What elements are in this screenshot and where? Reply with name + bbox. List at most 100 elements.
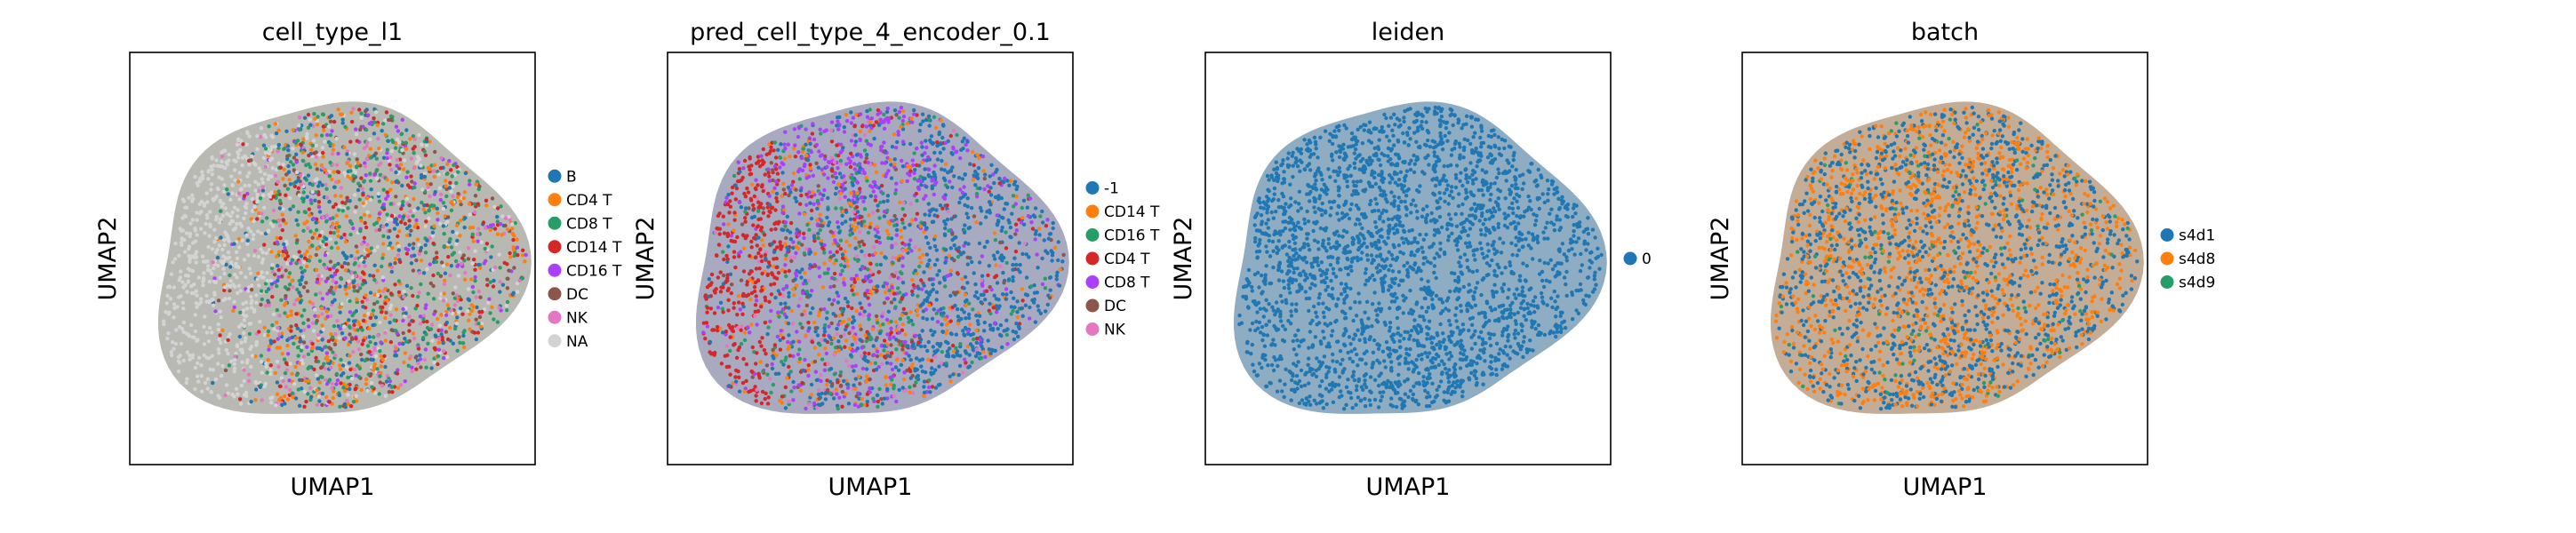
data-point	[280, 402, 284, 408]
data-point	[280, 352, 284, 356]
data-point	[793, 277, 797, 282]
data-point	[302, 308, 307, 313]
data-point	[392, 318, 396, 322]
data-point	[188, 322, 194, 328]
data-point	[369, 246, 373, 251]
data-point	[1022, 242, 1028, 246]
data-point	[777, 314, 781, 319]
data-point	[787, 333, 791, 338]
data-point	[340, 330, 345, 336]
data-point	[801, 231, 806, 236]
data-point	[872, 353, 876, 357]
data-point	[377, 211, 382, 216]
data-point	[880, 362, 884, 366]
data-point	[412, 225, 417, 229]
data-point	[294, 170, 300, 175]
data-point	[965, 148, 970, 153]
data-point	[306, 173, 311, 178]
data-point	[899, 228, 903, 233]
data-point	[180, 216, 185, 220]
data-point	[838, 162, 843, 166]
data-point	[304, 134, 309, 139]
data-point	[898, 316, 902, 322]
data-point	[340, 265, 345, 269]
data-point	[260, 188, 266, 193]
data-point	[796, 150, 801, 155]
data-point	[495, 206, 500, 211]
data-point	[317, 234, 323, 238]
data-point	[892, 297, 897, 302]
data-point	[829, 139, 835, 144]
data-point	[822, 368, 828, 372]
data-point	[900, 322, 905, 327]
data-point	[1004, 246, 1009, 251]
data-point	[1037, 233, 1042, 237]
data-point	[507, 268, 511, 273]
data-point	[169, 350, 173, 354]
data-point	[456, 170, 460, 174]
data-point	[854, 308, 859, 314]
data-point	[452, 296, 458, 300]
data-point	[405, 248, 411, 252]
data-point	[855, 346, 860, 351]
data-point	[896, 130, 900, 134]
data-point	[1006, 218, 1011, 223]
data-point	[934, 298, 939, 302]
data-point	[769, 145, 773, 149]
data-point	[313, 307, 317, 312]
data-point	[164, 310, 168, 314]
data-point	[813, 370, 819, 374]
data-point	[476, 322, 481, 326]
data-point	[374, 177, 380, 181]
data-point	[729, 290, 733, 296]
data-point	[331, 395, 335, 401]
data-point	[433, 149, 437, 155]
data-point	[834, 346, 838, 350]
data-point	[745, 234, 749, 238]
data-point	[364, 156, 369, 161]
data-point	[228, 284, 233, 289]
data-point	[761, 370, 765, 374]
data-point	[269, 266, 275, 271]
data-point	[355, 164, 359, 169]
data-point	[974, 220, 979, 225]
data-point	[840, 404, 844, 409]
data-point	[769, 161, 773, 165]
data-point	[840, 389, 845, 394]
data-point	[784, 235, 788, 241]
data-point	[467, 318, 471, 322]
data-point	[306, 112, 311, 117]
data-point	[787, 294, 791, 299]
data-point	[438, 166, 444, 171]
data-point	[196, 183, 200, 187]
data-point	[874, 367, 878, 372]
data-point	[1036, 304, 1040, 308]
data-point	[412, 137, 417, 141]
data-point	[193, 313, 197, 317]
data-point	[283, 370, 288, 376]
data-point	[247, 171, 252, 175]
data-point	[290, 279, 294, 283]
data-point	[964, 241, 968, 245]
data-point	[209, 271, 214, 275]
data-point	[865, 400, 869, 404]
data-point	[351, 174, 356, 179]
data-point	[900, 158, 904, 163]
data-point	[795, 283, 799, 288]
data-point	[718, 300, 724, 305]
data-point	[739, 341, 744, 346]
data-point	[917, 129, 922, 133]
data-point	[262, 205, 267, 210]
data-point	[336, 234, 340, 238]
data-point	[908, 202, 913, 206]
data-point	[771, 354, 775, 359]
data-point	[365, 344, 371, 348]
data-point	[424, 365, 428, 370]
data-point	[404, 175, 409, 179]
data-point	[787, 400, 791, 404]
data-point	[400, 183, 404, 188]
data-point	[386, 139, 390, 143]
data-point	[456, 192, 460, 196]
data-point	[806, 368, 811, 372]
data-point	[741, 269, 747, 274]
